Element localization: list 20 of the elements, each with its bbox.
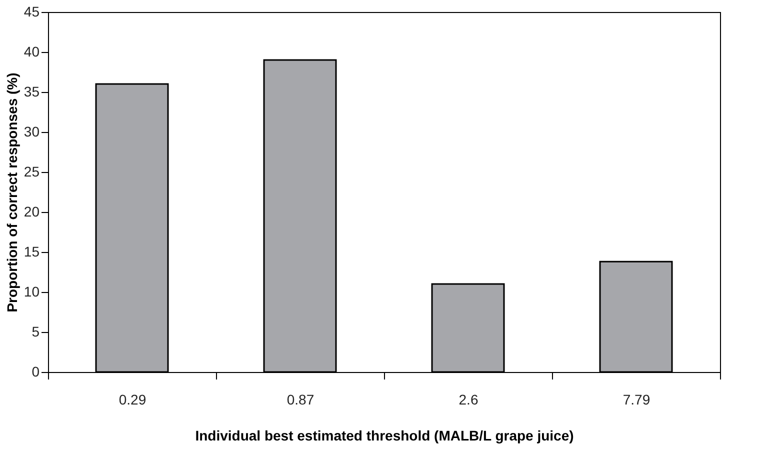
y-tick-label: 40 — [24, 44, 40, 60]
bar — [95, 83, 169, 373]
x-tick-label: 2.6 — [458, 392, 478, 408]
y-tick-label: 0 — [32, 364, 40, 380]
x-tick-label: 0.87 — [286, 392, 314, 408]
y-tick-label: 15 — [24, 244, 40, 260]
bar — [263, 59, 337, 373]
y-tick-label: 45 — [24, 4, 40, 20]
y-tick-label: 30 — [24, 124, 40, 140]
y-tick-label: 5 — [32, 324, 40, 340]
y-tick-label: 10 — [24, 284, 40, 300]
x-tick-label: 7.79 — [622, 392, 650, 408]
bar — [431, 283, 505, 373]
x-tick-label: 0.29 — [118, 392, 146, 408]
y-tick-label: 20 — [24, 204, 40, 220]
y-tick-label: 25 — [24, 164, 40, 180]
y-tick-label: 35 — [24, 84, 40, 100]
y-axis-title: Proportion of correct responses (%) — [4, 72, 20, 312]
x-axis-title: Individual best estimated threshold (MALB/L grape juice) — [195, 428, 574, 444]
bar — [599, 260, 673, 373]
